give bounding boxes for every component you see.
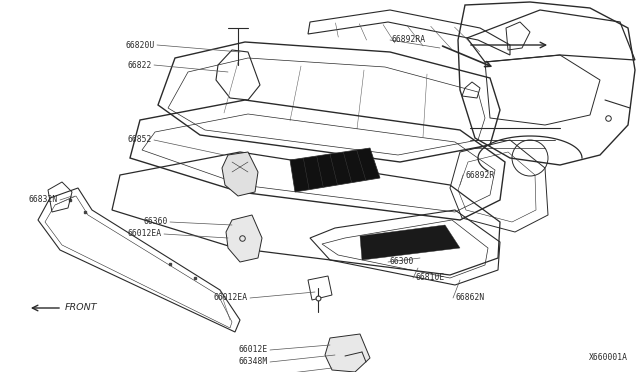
Text: FRONT: FRONT xyxy=(65,304,97,312)
Text: 66892R: 66892R xyxy=(465,170,494,180)
Text: 66820U: 66820U xyxy=(125,41,155,49)
Text: X660001A: X660001A xyxy=(589,353,628,362)
Polygon shape xyxy=(222,152,258,196)
Text: 66832N: 66832N xyxy=(29,196,58,205)
Text: 66012EA: 66012EA xyxy=(128,230,162,238)
Polygon shape xyxy=(290,148,380,192)
Text: 66012E: 66012E xyxy=(239,346,268,355)
Text: 66852: 66852 xyxy=(127,135,152,144)
Polygon shape xyxy=(226,215,262,262)
Text: 66360: 66360 xyxy=(143,218,168,227)
Polygon shape xyxy=(325,334,370,372)
Text: 66012EA: 66012EA xyxy=(214,294,248,302)
Polygon shape xyxy=(360,225,460,260)
Text: 66810E: 66810E xyxy=(415,273,444,282)
Text: 66892RA: 66892RA xyxy=(392,35,426,45)
Text: 66300: 66300 xyxy=(390,257,414,266)
Text: 66822: 66822 xyxy=(127,61,152,70)
Text: 66862N: 66862N xyxy=(455,294,484,302)
Text: 66348M: 66348M xyxy=(239,357,268,366)
